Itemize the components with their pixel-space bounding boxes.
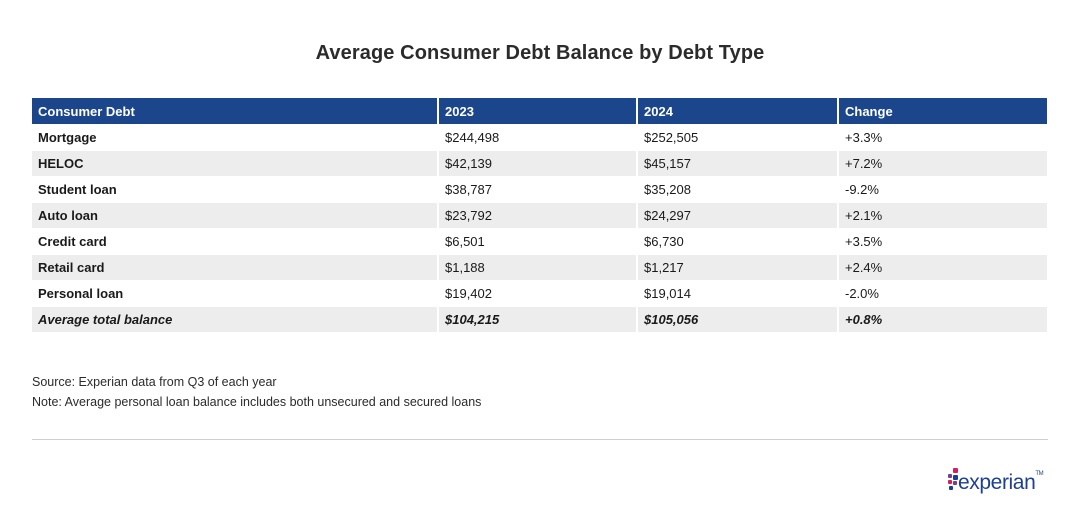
total-change: +0.8%: [839, 307, 1047, 333]
cell-2024: $252,505: [638, 125, 839, 151]
row-label: Mortgage: [32, 125, 439, 151]
table-row: Credit card $6,501 $6,730 +3.5%: [32, 229, 1047, 255]
cell-2023: $244,498: [439, 125, 638, 151]
row-label: Auto loan: [32, 203, 439, 229]
cell-2023: $19,402: [439, 281, 638, 307]
cell-2023: $6,501: [439, 229, 638, 255]
cell-change: +2.4%: [839, 255, 1047, 281]
cell-change: -2.0%: [839, 281, 1047, 307]
logo-dots-icon: [948, 468, 958, 490]
loan-note: Note: Average personal loan balance incl…: [32, 395, 482, 409]
total-label: Average total balance: [32, 307, 439, 333]
source-note: Source: Experian data from Q3 of each ye…: [32, 375, 277, 389]
row-label: HELOC: [32, 151, 439, 177]
cell-2024: $6,730: [638, 229, 839, 255]
experian-logo: experianTM: [946, 466, 1056, 496]
logo-wordmark: experianTM: [958, 471, 1044, 494]
table-total-row: Average total balance $104,215 $105,056 …: [32, 307, 1047, 333]
table-header-row: Consumer Debt 2023 2024 Change: [32, 98, 1047, 125]
cell-change: +3.3%: [839, 125, 1047, 151]
cell-2024: $45,157: [638, 151, 839, 177]
header-2024: 2024: [638, 98, 839, 125]
table-row: Mortgage $244,498 $252,505 +3.3%: [32, 125, 1047, 151]
cell-2024: $35,208: [638, 177, 839, 203]
row-label: Student loan: [32, 177, 439, 203]
cell-change: +7.2%: [839, 151, 1047, 177]
debt-table: Consumer Debt 2023 2024 Change Mortgage …: [32, 98, 1047, 333]
cell-2024: $1,217: [638, 255, 839, 281]
footnotes: Source: Experian data from Q3 of each ye…: [32, 372, 481, 412]
row-label: Retail card: [32, 255, 439, 281]
trademark-mark: TM: [1035, 471, 1044, 477]
cell-change: +3.5%: [839, 229, 1047, 255]
divider: [32, 439, 1048, 440]
cell-2023: $42,139: [439, 151, 638, 177]
cell-2023: $23,792: [439, 203, 638, 229]
row-label: Personal loan: [32, 281, 439, 307]
total-2024: $105,056: [638, 307, 839, 333]
table-row: Personal loan $19,402 $19,014 -2.0%: [32, 281, 1047, 307]
cell-2023: $1,188: [439, 255, 638, 281]
table-row: Student loan $38,787 $35,208 -9.2%: [32, 177, 1047, 203]
cell-change: -9.2%: [839, 177, 1047, 203]
header-change: Change: [839, 98, 1047, 125]
table-row: Retail card $1,188 $1,217 +2.4%: [32, 255, 1047, 281]
table-row: HELOC $42,139 $45,157 +7.2%: [32, 151, 1047, 177]
chart-title: Average Consumer Debt Balance by Debt Ty…: [315, 42, 765, 64]
cell-2024: $19,014: [638, 281, 839, 307]
cell-change: +2.1%: [839, 203, 1047, 229]
header-consumer-debt: Consumer Debt: [32, 98, 439, 125]
row-label: Credit card: [32, 229, 439, 255]
header-2023: 2023: [439, 98, 638, 125]
cell-2023: $38,787: [439, 177, 638, 203]
table-row: Auto loan $23,792 $24,297 +2.1%: [32, 203, 1047, 229]
cell-2024: $24,297: [638, 203, 839, 229]
total-2023: $104,215: [439, 307, 638, 333]
